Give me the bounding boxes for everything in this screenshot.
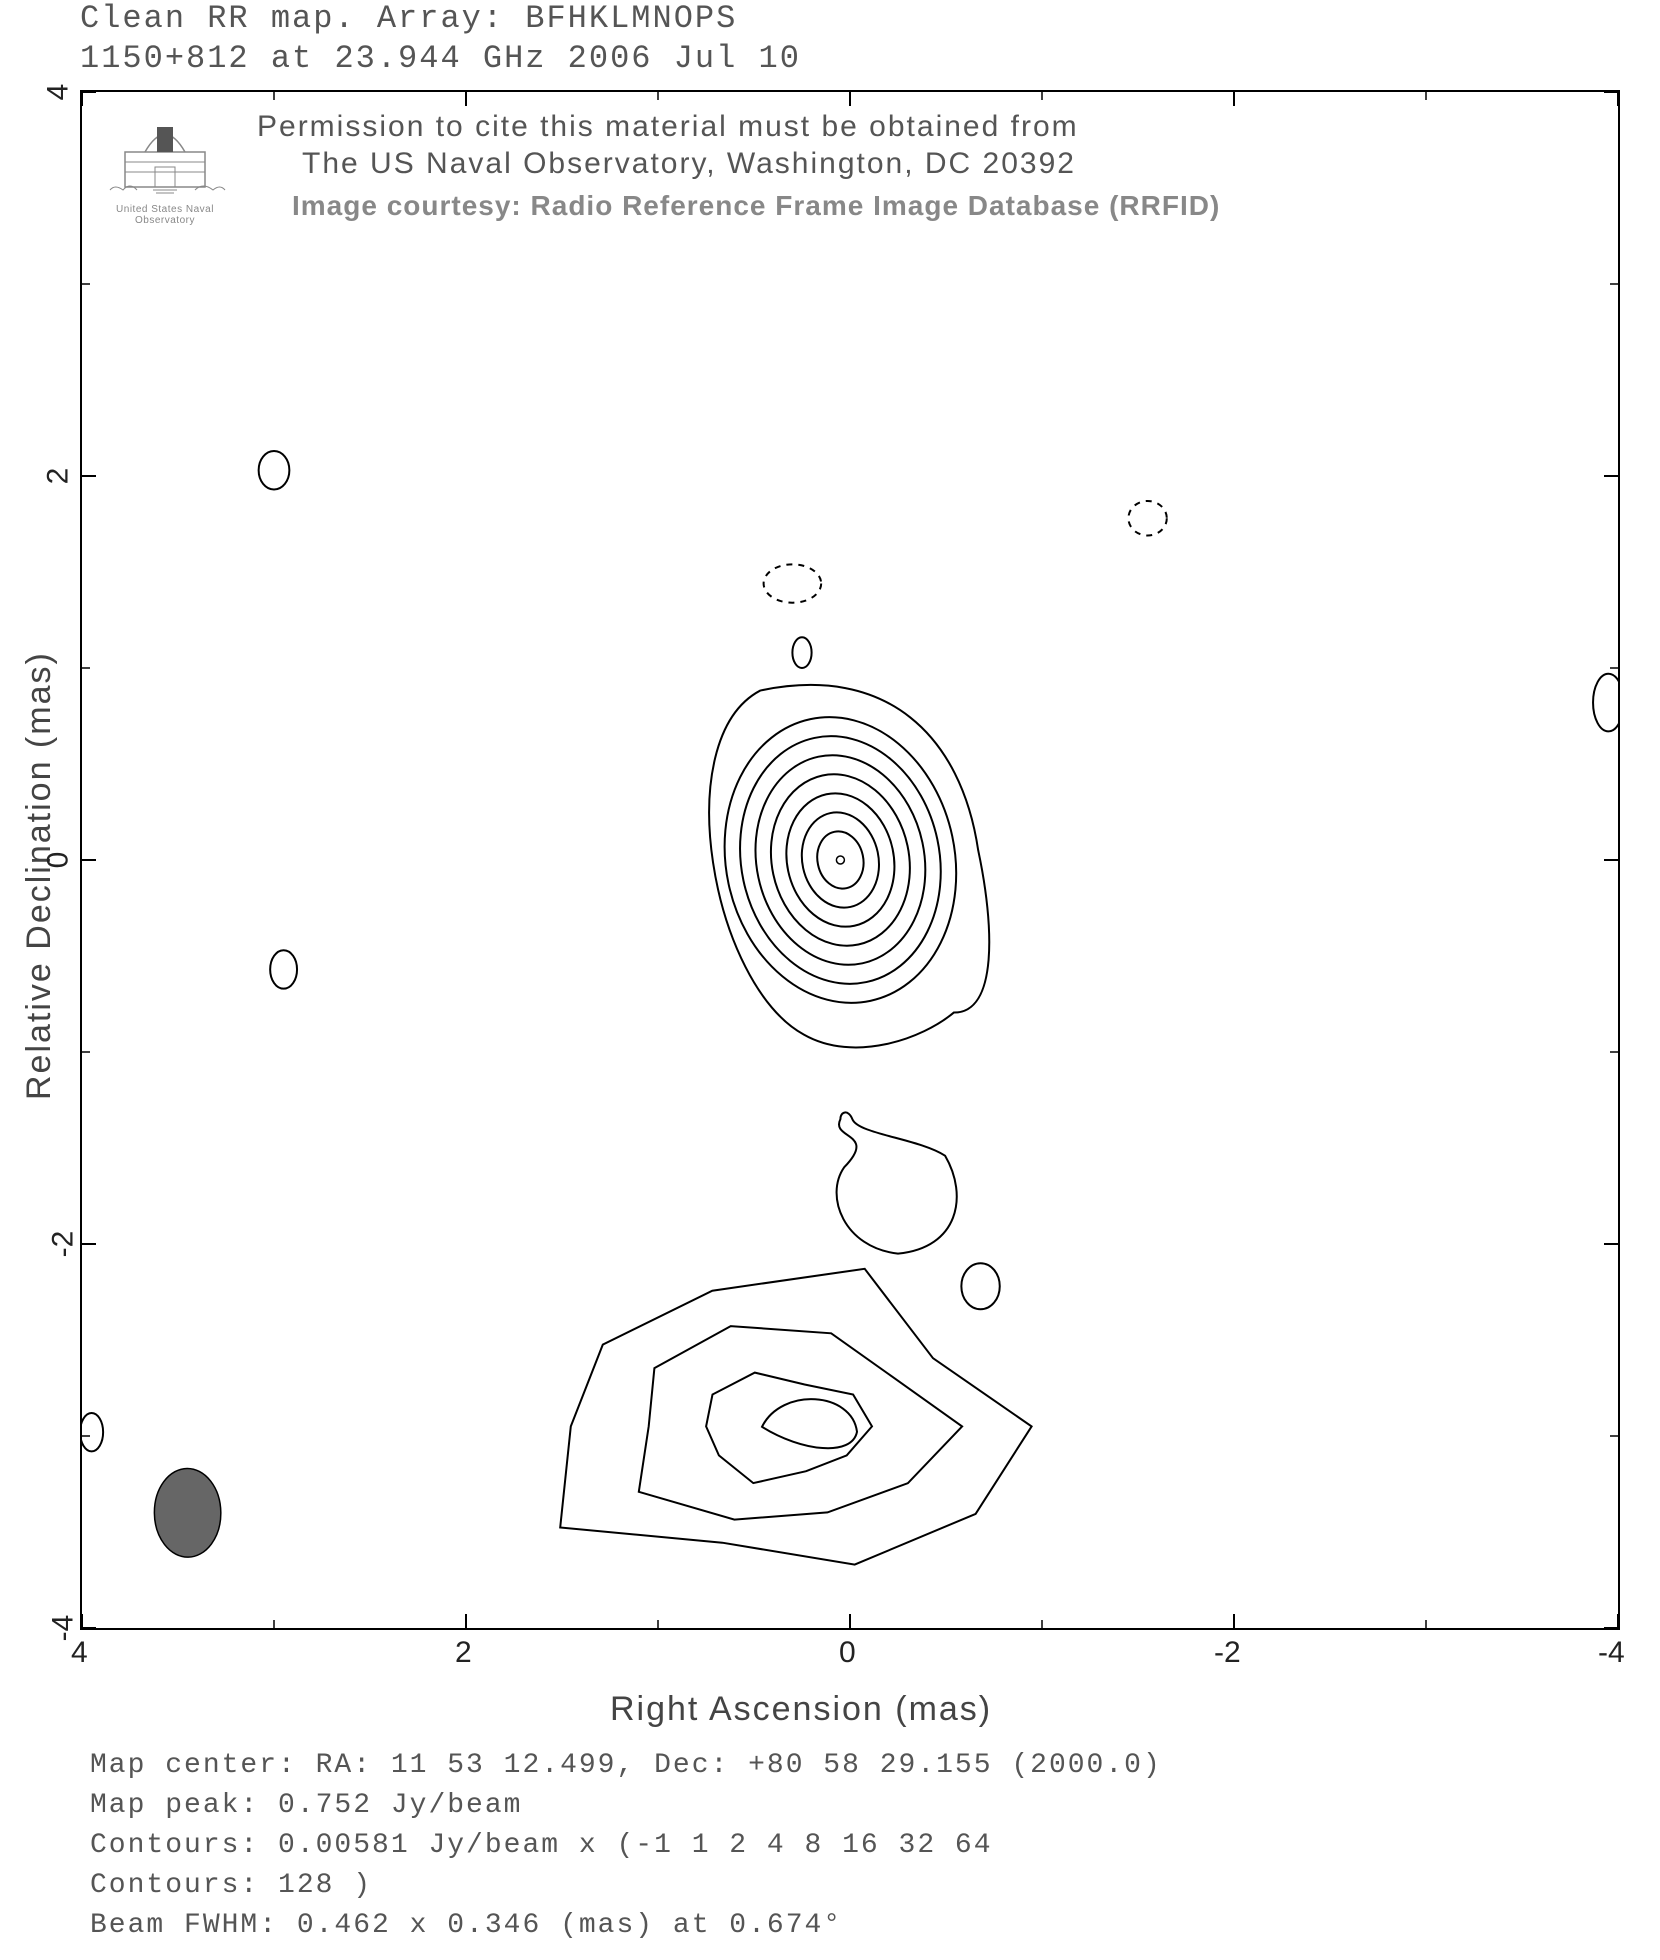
- header-line-1: Clean RR map. Array: BFHKLMNOPS: [80, 0, 737, 37]
- y-tick-label: -2: [46, 1231, 80, 1258]
- contour-plot: [82, 92, 1618, 1628]
- plot-frame: United States Naval Observatory Permissi…: [80, 90, 1620, 1630]
- footer-line: Map center: RA: 11 53 12.499, Dec: +80 5…: [90, 1750, 1162, 1781]
- footer-line: Map peak: 0.752 Jy/beam: [90, 1790, 522, 1821]
- header-line-2: 1150+812 at 23.944 GHz 2006 Jul 10: [80, 40, 801, 77]
- x-tick-label: 0: [839, 1636, 856, 1670]
- x-tick-label: -2: [1214, 1636, 1241, 1670]
- x-tick-label: 2: [455, 1636, 472, 1670]
- y-axis-label: Relative Declination (mas): [20, 651, 59, 1100]
- x-axis-label: Right Ascension (mas): [610, 1690, 992, 1729]
- footer-line: Contours: 0.00581 Jy/beam x (-1 1 2 4 8 …: [90, 1830, 993, 1861]
- footer-line: Contours: 128 ): [90, 1870, 372, 1901]
- y-tick-label: 2: [41, 468, 75, 485]
- x-tick-label: 4: [71, 1636, 88, 1670]
- x-tick-label: -4: [1598, 1636, 1625, 1670]
- y-tick-label: 4: [41, 84, 75, 101]
- y-tick-label: 0: [41, 852, 75, 869]
- footer-line: Beam FWHM: 0.462 x 0.346 (mas) at 0.674°: [90, 1910, 842, 1941]
